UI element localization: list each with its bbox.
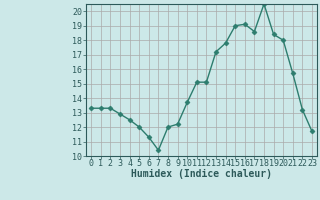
X-axis label: Humidex (Indice chaleur): Humidex (Indice chaleur): [131, 169, 272, 179]
